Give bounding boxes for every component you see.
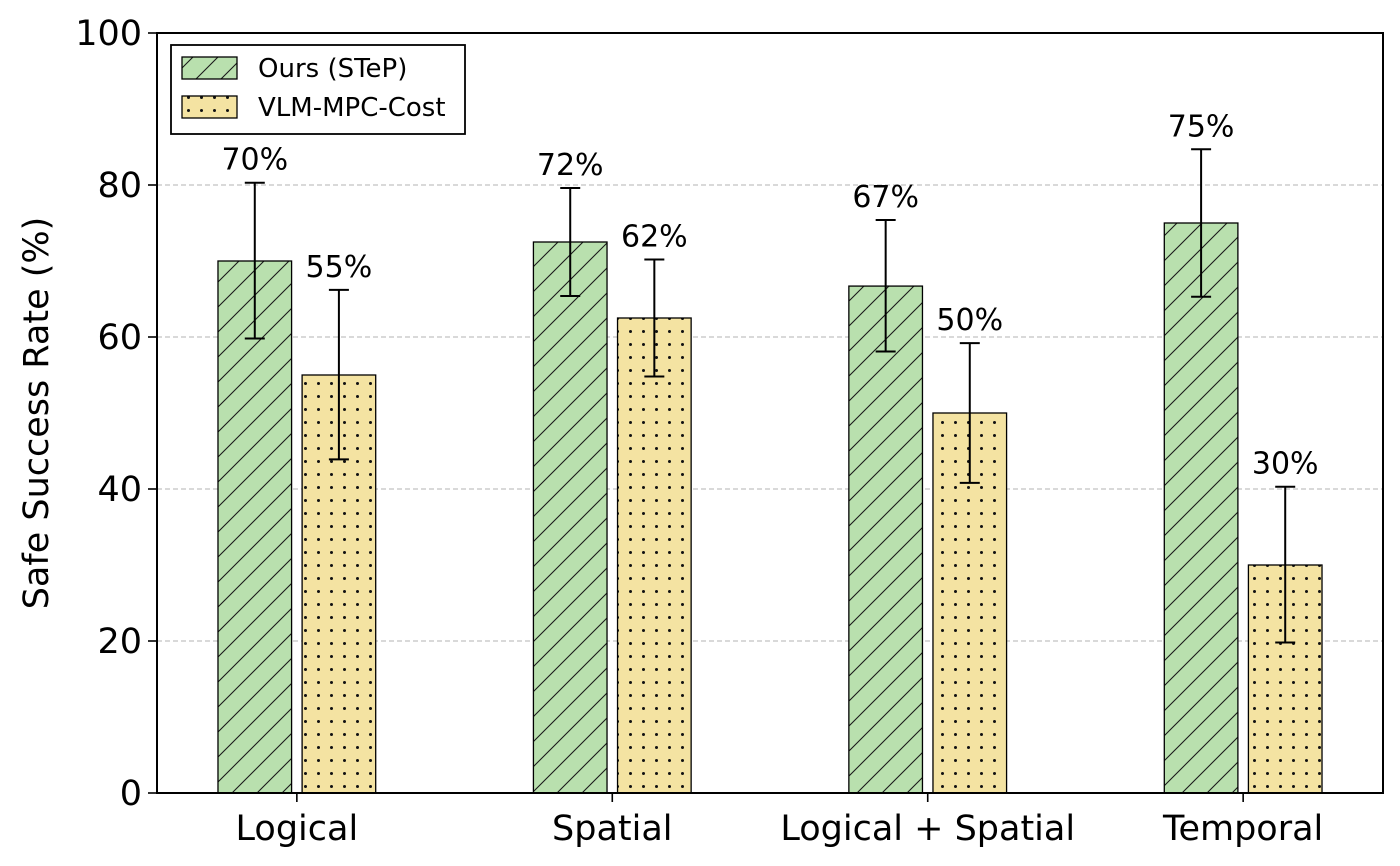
error-bar — [328, 288, 349, 461]
bar — [1163, 222, 1239, 794]
axes: 0 20 40 60 80 100 Logical Spatial Logical + Spat… — [75, 14, 1384, 849]
legend-label: VLM-MPC-Cost — [258, 93, 446, 123]
data-label: 75% — [1168, 109, 1235, 144]
data-label: 50% — [936, 303, 1003, 338]
data-label: 70% — [221, 143, 288, 178]
x-tick-label: Logical — [236, 809, 359, 849]
error-bar — [1275, 485, 1296, 644]
data-label: 67% — [852, 180, 919, 215]
bars: 70% 72% 67% 75% 55% 62% 50% 30% — [217, 109, 1323, 794]
y-tick-label: 100 — [75, 14, 142, 54]
bar — [848, 285, 924, 794]
error-bar — [644, 258, 665, 378]
error-bar — [560, 187, 581, 297]
x-tick-label: Spatial — [552, 809, 673, 849]
x-tick-label: Temporal — [1162, 809, 1323, 849]
legend-swatch — [181, 95, 238, 119]
x-tick-label: Logical + Spatial — [780, 809, 1075, 849]
y-tick-label: 0 — [120, 774, 142, 814]
y-tick-label: 20 — [97, 622, 142, 662]
legend: Ours (STeP) VLM-MPC-Cost — [170, 44, 466, 135]
error-bar — [875, 218, 896, 353]
bar — [532, 241, 608, 794]
plot-frame — [156, 32, 1384, 794]
data-label: 62% — [621, 219, 688, 254]
y-tick-label: 40 — [97, 470, 142, 510]
legend-swatch — [181, 56, 238, 80]
y-tick-label: 80 — [97, 166, 142, 206]
y-axis-label: Safe Success Rate (%) — [17, 217, 57, 610]
bar — [616, 317, 692, 794]
data-label: 55% — [306, 250, 373, 285]
data-label: 30% — [1252, 447, 1319, 482]
error-bar — [1191, 148, 1212, 298]
error-bar — [244, 181, 265, 340]
legend-label: Ours (STeP) — [258, 54, 407, 84]
error-bar — [959, 342, 980, 484]
data-label: 72% — [537, 148, 604, 183]
y-tick-label: 60 — [97, 318, 142, 358]
bar — [217, 260, 293, 794]
